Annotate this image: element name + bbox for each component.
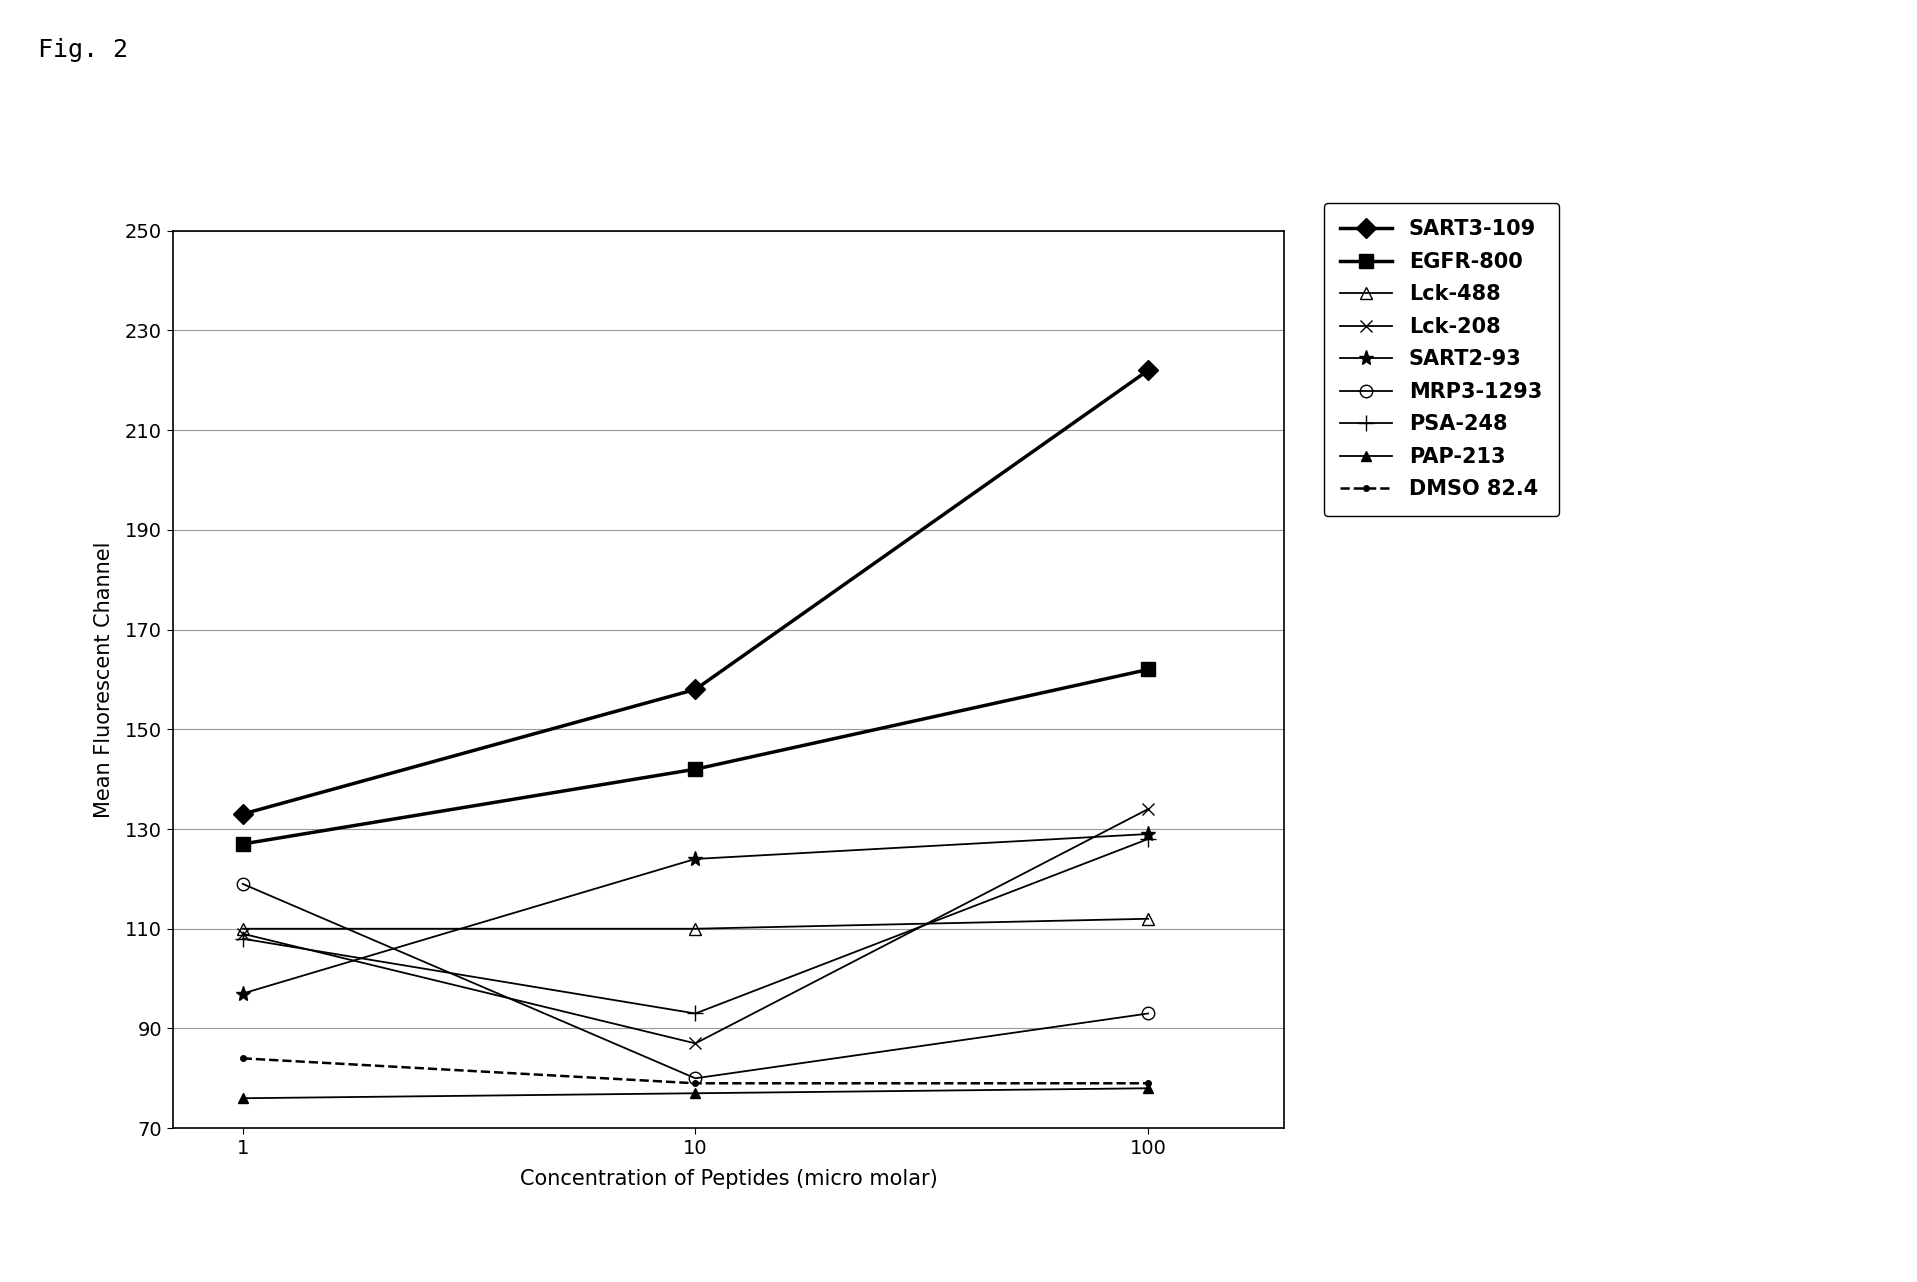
- Line: PAP-213: PAP-213: [238, 1083, 1152, 1103]
- Line: DMSO 82.4: DMSO 82.4: [238, 1053, 1154, 1088]
- Line: EGFR-800: EGFR-800: [236, 663, 1156, 851]
- SART2-93: [232, 986, 255, 1001]
- EGFR-800: [232, 836, 255, 851]
- Lck-208: [232, 926, 255, 941]
- EGFR-800: [1137, 662, 1160, 677]
- SART3-109: [1137, 363, 1160, 378]
- SART2-93: [1137, 827, 1160, 842]
- Line: PSA-248: PSA-248: [236, 831, 1156, 1022]
- Lck-208: [684, 1036, 707, 1051]
- MRP3-1293: [684, 1070, 707, 1086]
- PAP-213: [684, 1086, 707, 1101]
- Lck-208: [1137, 801, 1160, 817]
- PSA-248: [1137, 831, 1160, 846]
- Lck-488: [1137, 912, 1160, 927]
- Text: Fig. 2: Fig. 2: [38, 38, 128, 63]
- EGFR-800: [684, 762, 707, 777]
- Line: Lck-208: Lck-208: [236, 803, 1154, 1050]
- Lck-488: [232, 920, 255, 936]
- Line: SART2-93: SART2-93: [236, 827, 1156, 1001]
- DMSO 82.4: [684, 1076, 707, 1091]
- Y-axis label: Mean Fluorescent Channel: Mean Fluorescent Channel: [94, 541, 113, 818]
- Lck-488: [684, 920, 707, 936]
- MRP3-1293: [1137, 1006, 1160, 1022]
- MRP3-1293: [232, 876, 255, 891]
- SART2-93: [684, 851, 707, 867]
- SART3-109: [232, 806, 255, 822]
- SART3-109: [684, 682, 707, 697]
- Line: MRP3-1293: MRP3-1293: [236, 878, 1154, 1085]
- PSA-248: [684, 1006, 707, 1022]
- Legend: SART3-109, EGFR-800, Lck-488, Lck-208, SART2-93, MRP3-1293, PSA-248, PAP-213, DM: SART3-109, EGFR-800, Lck-488, Lck-208, S…: [1323, 203, 1559, 517]
- PAP-213: [232, 1091, 255, 1106]
- Line: SART3-109: SART3-109: [236, 363, 1156, 820]
- Line: Lck-488: Lck-488: [236, 913, 1154, 935]
- X-axis label: Concentration of Peptides (micro molar): Concentration of Peptides (micro molar): [520, 1169, 937, 1188]
- PAP-213: [1137, 1081, 1160, 1096]
- DMSO 82.4: [232, 1051, 255, 1067]
- PSA-248: [232, 931, 255, 946]
- DMSO 82.4: [1137, 1076, 1160, 1091]
